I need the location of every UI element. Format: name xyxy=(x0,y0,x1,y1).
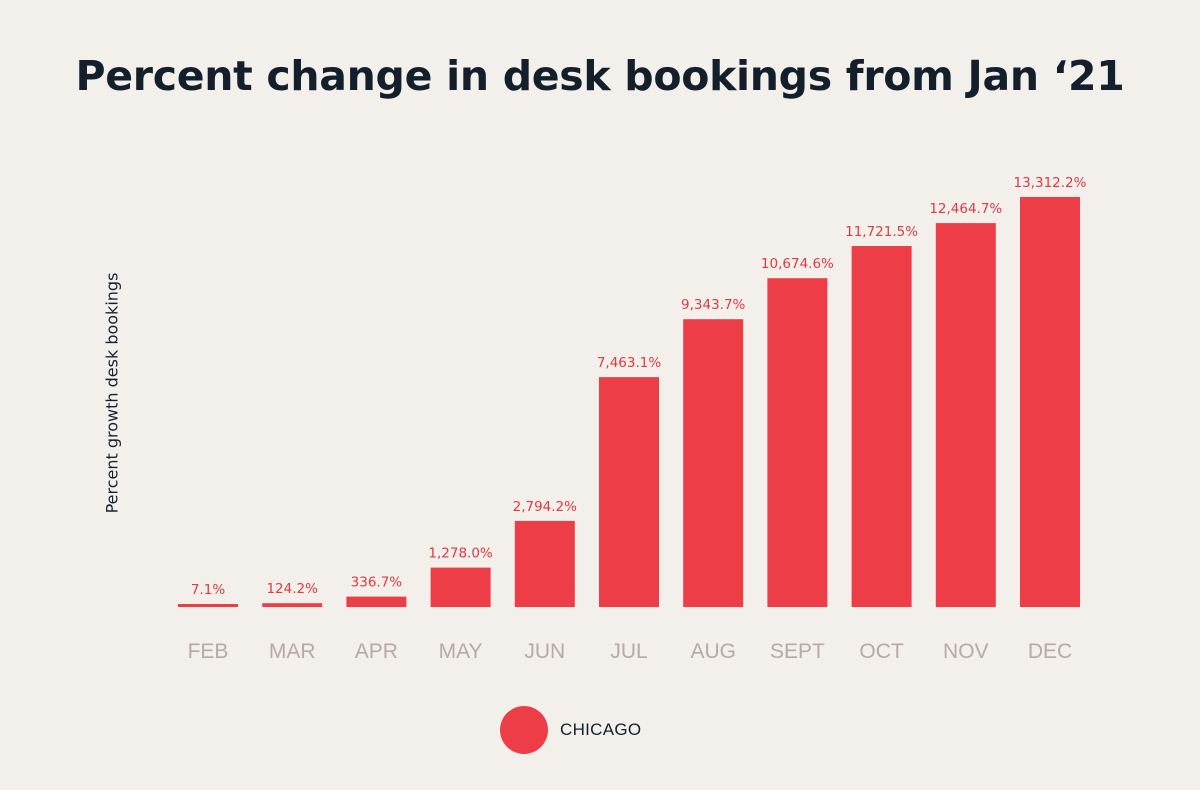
bar-aug xyxy=(683,319,744,607)
x-tick-label-aug: AUG xyxy=(690,640,736,663)
x-tick-label-nov: NOV xyxy=(943,640,989,663)
x-tick-label-oct: OCT xyxy=(859,640,904,663)
legend-label-chicago: CHICAGO xyxy=(560,720,642,739)
value-label-apr: 336.7% xyxy=(351,575,403,591)
bar-feb xyxy=(178,604,238,607)
value-label-dec: 13,312.2% xyxy=(1014,175,1087,191)
x-tick-label-jun: JUN xyxy=(524,640,565,663)
bar-sept xyxy=(767,278,828,607)
bar-oct xyxy=(851,246,912,607)
bar-apr xyxy=(346,596,407,607)
bar-nov xyxy=(935,223,996,607)
legend-swatch-chicago xyxy=(500,706,548,754)
bar-jul xyxy=(599,377,659,607)
value-label-sept: 10,674.6% xyxy=(761,256,834,272)
value-label-nov: 12,464.7% xyxy=(929,201,1002,217)
x-tick-label-apr: APR xyxy=(355,640,398,663)
legend: CHICAGO xyxy=(500,706,641,754)
bar-dec xyxy=(1020,197,1080,607)
value-label-may: 1,278.0% xyxy=(428,546,493,562)
x-tick-label-may: MAY xyxy=(439,640,483,663)
x-tick-label-feb: FEB xyxy=(188,640,229,663)
value-label-feb: 7.1% xyxy=(191,582,225,598)
x-tick-label-jul: JUL xyxy=(610,640,647,663)
value-label-aug: 9,343.7% xyxy=(681,297,746,313)
x-tick-label-dec: DEC xyxy=(1028,640,1072,663)
bar-jun xyxy=(514,520,575,607)
x-tick-label-sept: SEPT xyxy=(770,640,825,663)
value-label-jun: 2,794.2% xyxy=(513,499,578,515)
value-label-jul: 7,463.1% xyxy=(597,355,662,371)
x-tick-label-mar: MAR xyxy=(269,640,316,663)
value-label-oct: 11,721.5% xyxy=(845,224,918,240)
value-label-mar: 124.2% xyxy=(266,581,318,597)
chart-title: Percent change in desk bookings from Jan… xyxy=(75,52,1125,100)
bar-may xyxy=(430,567,491,607)
bar-mar xyxy=(262,603,323,607)
